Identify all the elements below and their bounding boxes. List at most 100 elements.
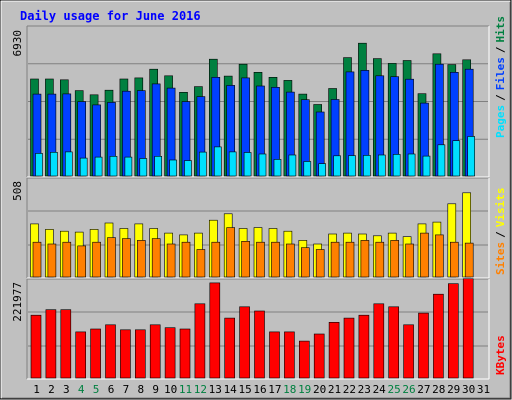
pages-bar-day-3 <box>65 151 73 177</box>
sites-bar-day-23 <box>360 240 370 278</box>
pages-bar-day-26 <box>407 153 416 177</box>
kbytes-bar-day-21 <box>328 321 340 379</box>
day-label-25: 25 <box>387 383 400 396</box>
sites-bar-day-13 <box>211 241 221 278</box>
kbytes-bar-day-5 <box>90 328 101 379</box>
kbytes-bar-day-15 <box>239 306 250 379</box>
kbytes-bar-day-24 <box>373 303 385 379</box>
pages-bar-day-7 <box>124 156 133 177</box>
day-label-15: 15 <box>238 383 251 396</box>
day-label-16: 16 <box>253 383 266 396</box>
pages-bar-day-21 <box>333 155 341 177</box>
kbytes-bar-day-30 <box>462 278 474 379</box>
requests-panel <box>26 25 490 178</box>
kbytes-bar-day-16 <box>254 310 265 379</box>
day-label-30: 30 <box>462 383 475 396</box>
day-label-8: 8 <box>137 383 144 396</box>
kbytes-bar-day-11 <box>179 328 191 379</box>
kbytes-bar-day-13 <box>209 282 221 379</box>
day-label-13: 13 <box>209 383 222 396</box>
day-label-4: 4 <box>78 383 85 396</box>
pages-bar-day-9 <box>154 156 162 177</box>
kbytes-bar-day-27 <box>418 312 429 379</box>
sites-bar-day-12 <box>196 249 206 278</box>
pages-bar-day-17 <box>273 159 282 177</box>
sites-bar-day-11 <box>181 241 191 278</box>
sites-bar-day-26 <box>405 243 414 278</box>
day-label-26: 26 <box>402 383 415 396</box>
visits-legend: Sites / Visits <box>494 188 507 276</box>
day-label-2: 2 <box>48 383 55 396</box>
kbytes-bar-day-8 <box>135 329 146 379</box>
sites-bar-day-19 <box>300 247 310 278</box>
day-label-6: 6 <box>108 383 115 396</box>
pages-bar-day-23 <box>363 155 371 177</box>
legend-sep-2: / <box>494 46 507 53</box>
kbytes-bar-day-26 <box>403 324 414 379</box>
day-label-18: 18 <box>283 383 296 396</box>
legend-sites: Sites <box>494 242 507 275</box>
kbytes-panel <box>26 278 490 380</box>
day-label-31: 31 <box>477 383 490 396</box>
pages-bar-day-29 <box>452 140 461 177</box>
pages-bar-day-30 <box>467 136 476 177</box>
kbytes-bar-day-9 <box>149 324 161 379</box>
kbytes-bar-day-20 <box>313 333 325 379</box>
day-label-21: 21 <box>328 383 341 396</box>
kbytes-bar-day-2 <box>45 309 57 379</box>
sites-bar-day-2 <box>47 243 57 278</box>
day-label-17: 17 <box>268 383 281 396</box>
kbytes-bar-day-19 <box>298 340 310 379</box>
pages-bar-day-2 <box>50 152 58 177</box>
kbytes-bar-day-1 <box>30 314 42 379</box>
sites-bar-day-22 <box>345 241 355 278</box>
day-label-1: 1 <box>33 383 40 396</box>
day-label-28: 28 <box>432 383 445 396</box>
legend-hits: Hits <box>494 16 507 43</box>
legend-pages: Pages <box>494 105 507 138</box>
pages-bar-day-19 <box>303 161 312 177</box>
pages-bar-day-28 <box>437 144 446 177</box>
legend-kbytes: KBytes <box>494 335 507 375</box>
legend-sep-1: / <box>494 94 507 101</box>
day-label-27: 27 <box>417 383 430 396</box>
sites-bar-day-5 <box>92 241 101 278</box>
requests-legend: Pages / Files / Hits <box>494 16 507 138</box>
kbytes-bar-day-29 <box>447 283 459 379</box>
pages-bar-day-11 <box>184 160 192 177</box>
pages-bar-day-5 <box>94 156 103 177</box>
pages-bar-day-4 <box>79 157 88 177</box>
requests-max-label: 6930 <box>11 30 24 57</box>
kbytes-bar-day-7 <box>120 329 131 379</box>
day-label-22: 22 <box>343 383 356 396</box>
sites-bar-day-10 <box>166 243 176 278</box>
day-label-11: 11 <box>179 383 192 396</box>
sites-bar-day-15 <box>241 241 250 278</box>
sites-bar-day-4 <box>77 245 86 278</box>
day-label-14: 14 <box>224 383 238 396</box>
sites-bar-day-14 <box>226 227 235 278</box>
visits-max-label: 508 <box>11 181 24 201</box>
pages-bar-day-6 <box>109 156 118 177</box>
kbytes-bar-day-10 <box>164 327 176 379</box>
sites-bar-day-17 <box>271 241 280 278</box>
sites-bar-day-8 <box>137 240 146 278</box>
sites-bar-day-29 <box>449 241 459 278</box>
sites-bar-day-18 <box>286 243 295 278</box>
kbytes-bar-day-18 <box>284 331 295 379</box>
sites-bar-day-21 <box>330 241 340 278</box>
pages-bar-day-14 <box>228 151 237 177</box>
day-label-24: 24 <box>373 383 387 396</box>
sites-bar-day-9 <box>151 238 161 278</box>
sites-bar-day-6 <box>107 237 116 278</box>
pages-bar-day-20 <box>318 163 327 177</box>
kbytes-bar-day-3 <box>60 309 72 379</box>
kbytes-bar-day-28 <box>433 293 444 379</box>
day-label-23: 23 <box>358 383 371 396</box>
sites-bar-day-30 <box>464 242 474 278</box>
pages-bar-day-16 <box>258 153 267 177</box>
sites-bar-day-27 <box>420 232 429 278</box>
kbytes-max-label: 221977 <box>11 282 24 322</box>
kbytes-bar-day-23 <box>358 314 370 379</box>
sites-bar-day-7 <box>122 238 131 278</box>
